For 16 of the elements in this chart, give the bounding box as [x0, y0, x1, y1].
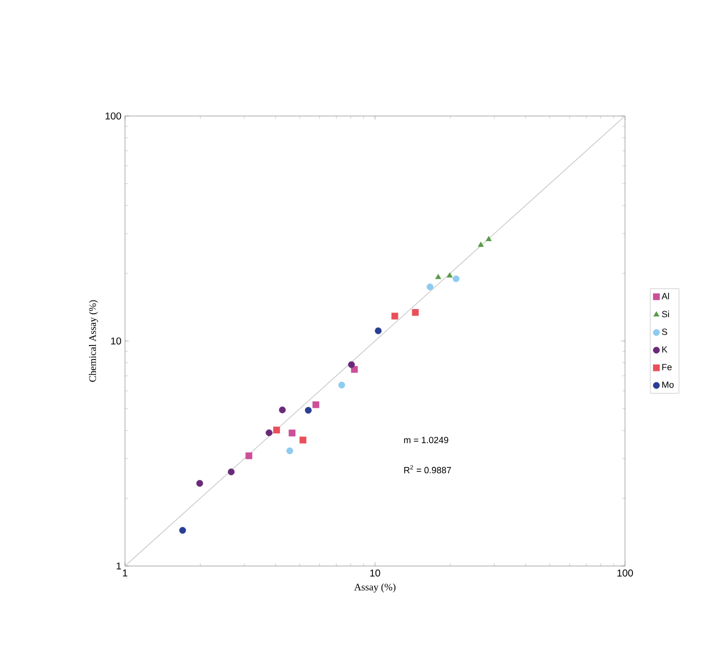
x-tick-label: 1	[122, 570, 128, 576]
y-tick-label: 100	[106, 112, 122, 120]
x-tick-label: 10	[370, 570, 380, 577]
legend-label: Fe	[662, 364, 672, 370]
annotation: R$^{2}$ = 0.9887	[404, 465, 451, 474]
x-axis-title: Assay (%)	[354, 583, 396, 592]
y-tick-label: 10	[111, 337, 122, 345]
legend-label: Al	[662, 292, 669, 300]
annotation: m = 1.0249	[404, 436, 448, 444]
y-axis-title: Chemical Assay (%)	[88, 300, 98, 382]
legend-label: Si	[662, 310, 669, 318]
y-tick-label: 1	[116, 562, 122, 570]
legend-label: K	[662, 346, 668, 353]
legend-label: S	[662, 328, 668, 335]
x-tick-label: 100	[617, 570, 633, 577]
legend-label: Mo	[662, 382, 674, 388]
